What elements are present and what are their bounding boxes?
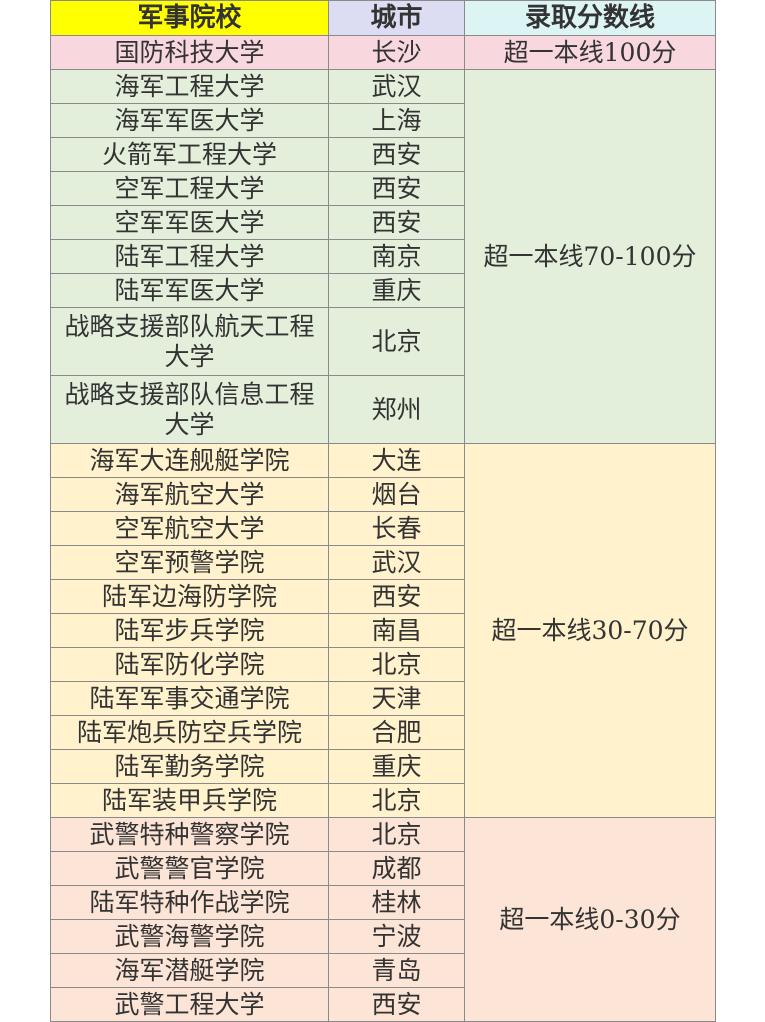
score-cell: 超一本线30-70分	[464, 443, 716, 818]
table-row: 陆军边海防学院 西安	[50, 579, 716, 614]
school-cell: 战略支援部队信息工程大学	[50, 375, 329, 444]
table-row: 海军大连舰艇学院 大连 超一本线30-70分	[50, 443, 716, 818]
school-cell: 海军大连舰艇学院	[50, 443, 329, 478]
table-row: 武警工程大学 西安	[50, 987, 716, 1022]
school-cell: 海军军医大学	[50, 103, 329, 138]
table-row: 海军工程大学 武汉 超一本线70-100分	[50, 69, 716, 444]
school-cell: 海军航空大学	[50, 477, 329, 512]
table-row: 战略支援部队信息工程大学 郑州	[50, 375, 716, 444]
table-row: 武警海警学院 宁波	[50, 919, 716, 954]
city-cell: 西安	[328, 171, 465, 206]
school-cell: 空军预警学院	[50, 545, 329, 580]
table-row: 战略支援部队航天工程大学 北京	[50, 307, 716, 376]
school-cell: 火箭军工程大学	[50, 137, 329, 172]
city-cell: 郑州	[328, 375, 465, 444]
city-cell: 大连	[328, 443, 465, 478]
city-cell: 西安	[328, 137, 465, 172]
city-cell: 北京	[328, 817, 465, 852]
school-cell: 陆军勤务学院	[50, 749, 329, 784]
school-cell: 海军工程大学	[50, 69, 329, 104]
school-cell: 陆军装甲兵学院	[50, 783, 329, 818]
school-cell: 陆军特种作战学院	[50, 885, 329, 920]
table-row: 陆军工程大学 南京	[50, 239, 716, 274]
score-cell: 超一本线70-100分	[464, 69, 716, 444]
school-cell: 国防科技大学	[50, 35, 329, 70]
school-cell: 空军航空大学	[50, 511, 329, 546]
table-row: 陆军勤务学院 重庆	[50, 749, 716, 784]
school-cell: 武警警官学院	[50, 851, 329, 886]
table-row: 空军预警学院 武汉	[50, 545, 716, 580]
city-cell: 青岛	[328, 953, 465, 988]
city-cell: 西安	[328, 579, 465, 614]
table-row: 陆军军事交通学院 天津	[50, 681, 716, 716]
city-cell: 烟台	[328, 477, 465, 512]
city-cell: 武汉	[328, 69, 465, 104]
school-cell: 武警工程大学	[50, 987, 329, 1022]
score-cell: 超一本线100分	[464, 35, 716, 70]
school-cell: 陆军步兵学院	[50, 613, 329, 648]
city-cell: 长沙	[328, 35, 465, 70]
city-cell: 宁波	[328, 919, 465, 954]
city-cell: 南京	[328, 239, 465, 274]
city-cell: 北京	[328, 307, 465, 376]
school-cell: 武警海警学院	[50, 919, 329, 954]
table-row: 海军潜艇学院 青岛	[50, 953, 716, 988]
table-row: 陆军特种作战学院 桂林	[50, 885, 716, 920]
table-row: 陆军防化学院 北京	[50, 647, 716, 682]
school-cell: 陆军炮兵防空兵学院	[50, 715, 329, 750]
school-cell: 空军军医大学	[50, 205, 329, 240]
school-cell: 陆军工程大学	[50, 239, 329, 274]
header-cell: 录取分数线	[464, 0, 716, 36]
table-row: 陆军军医大学 重庆	[50, 273, 716, 308]
table-row: 海军军医大学 上海	[50, 103, 716, 138]
city-cell: 重庆	[328, 749, 465, 784]
city-cell: 成都	[328, 851, 465, 886]
table-row: 海军航空大学 烟台	[50, 477, 716, 512]
school-cell: 武警特种警察学院	[50, 817, 329, 852]
city-cell: 西安	[328, 987, 465, 1022]
city-cell: 上海	[328, 103, 465, 138]
table-row: 国防科技大学 长沙 超一本线100分	[50, 35, 716, 70]
school-cell: 陆军军医大学	[50, 273, 329, 308]
school-cell: 战略支援部队航天工程大学	[50, 307, 329, 376]
table-row: 陆军步兵学院 南昌	[50, 613, 716, 648]
city-cell: 北京	[328, 783, 465, 818]
city-cell: 武汉	[328, 545, 465, 580]
header-cell: 军事院校	[50, 0, 329, 36]
table-row: 武警特种警察学院 北京 超一本线0-30分	[50, 817, 716, 1022]
city-cell: 重庆	[328, 273, 465, 308]
city-cell: 南昌	[328, 613, 465, 648]
school-cell: 空军工程大学	[50, 171, 329, 206]
school-cell: 海军潜艇学院	[50, 953, 329, 988]
school-cell: 陆军军事交通学院	[50, 681, 329, 716]
header-cell: 城市	[328, 0, 465, 36]
score-cell: 超一本线0-30分	[464, 817, 716, 1022]
city-cell: 桂林	[328, 885, 465, 920]
table-row: 空军工程大学 西安	[50, 171, 716, 206]
city-cell: 西安	[328, 205, 465, 240]
city-cell: 天津	[328, 681, 465, 716]
header-row: 军事院校 城市 录取分数线	[50, 0, 716, 36]
school-cell: 陆军防化学院	[50, 647, 329, 682]
table-row: 空军军医大学 西安	[50, 205, 716, 240]
city-cell: 北京	[328, 647, 465, 682]
school-cell: 陆军边海防学院	[50, 579, 329, 614]
table-row: 陆军炮兵防空兵学院 合肥	[50, 715, 716, 750]
city-cell: 长春	[328, 511, 465, 546]
admission-table: 军事院校 城市 录取分数线 国防科技大学 长沙 超一本线100分 海军工程大学 武汉 超一…	[50, 0, 716, 1022]
city-cell: 合肥	[328, 715, 465, 750]
